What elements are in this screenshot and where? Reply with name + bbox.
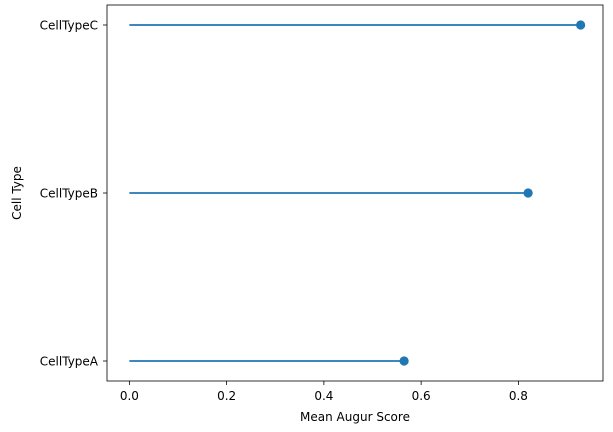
y-tick-label: CellTypeC [40,19,98,33]
markers-group [399,20,586,366]
y-axis: CellTypeA CellTypeB CellTypeC [40,19,107,369]
marker-celltypea [399,356,409,366]
stems-group [129,24,581,362]
x-tick-label: 0.6 [412,389,431,403]
x-tick-label: 0.8 [509,389,528,403]
plot-area [106,4,604,382]
marker-celltypeb [523,188,533,198]
y-tick-label: CellTypeA [40,355,99,369]
x-axis-label: Mean Augur Score [300,410,410,424]
x-tick-label: 0.0 [120,389,139,403]
y-axis-label: Cell Type [10,166,24,220]
x-tick-label: 0.4 [314,389,333,403]
marker-celltypec [576,20,586,30]
x-axis: 0.0 0.2 0.4 0.6 0.8 [120,381,528,403]
y-tick-label: CellTypeB [40,187,98,201]
x-tick-label: 0.2 [217,389,236,403]
